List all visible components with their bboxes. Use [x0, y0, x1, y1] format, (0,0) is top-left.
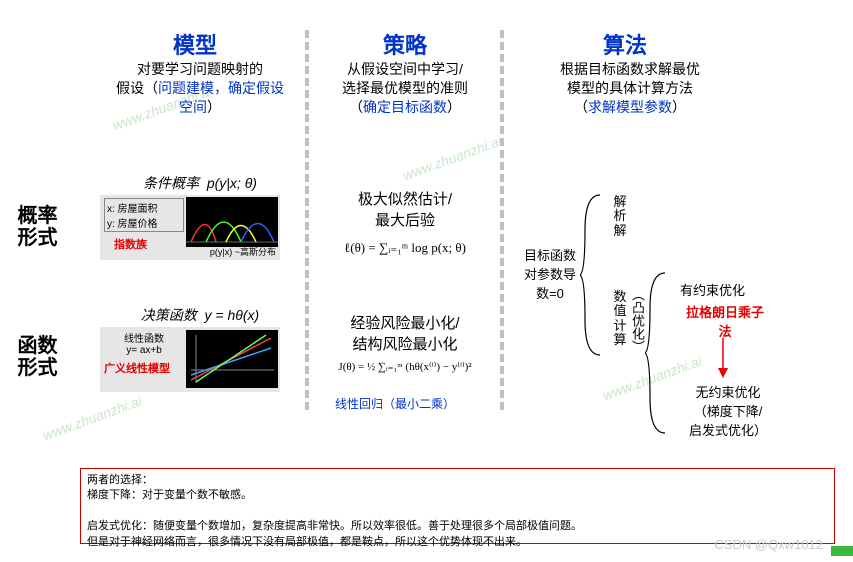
leaf-lagrange: 拉格朗日乘子法 — [680, 302, 770, 340]
green-bar — [831, 546, 853, 556]
desc-algo-l2: 模型的具体计算方法 — [567, 80, 693, 96]
desc-str-l3c: ） — [447, 99, 461, 115]
desc-strategy: 从假设空间中学习/ 选择最优模型的准则 （确定目标函数） — [320, 60, 490, 117]
watermark: www.zhuanzhi.ai — [400, 133, 503, 184]
prob-box: x: 房屋面积 y: 房屋价格 指数族 p(y|x) ~高斯分布 — [100, 195, 280, 260]
linear-plot-icon — [186, 330, 278, 388]
strat-func-note: 线性回归（最小二乘） — [335, 395, 455, 412]
desc-model-l1: 对要学习问题映射的 — [137, 61, 263, 77]
row-label-func: 函数形式 — [15, 335, 60, 379]
tree-root-l2: 对参数导 — [524, 267, 576, 282]
desc-model-l2a: 假设（ — [116, 80, 158, 96]
strat-prob-t1: 极大似然估计/ — [358, 191, 452, 208]
tree-root-l1: 目标函数 — [524, 248, 576, 263]
desc-str-l3a: （ — [349, 99, 363, 115]
brace2-icon — [645, 268, 670, 438]
header-model: 模型 — [155, 28, 235, 60]
desc-algo-l3c: ） — [672, 99, 686, 115]
tree-analytic: 解析解 — [612, 195, 628, 238]
desc-model-blue: 问题建模，确定假设空间 — [158, 80, 284, 115]
header-strategy: 策略 — [365, 28, 445, 60]
tree-numeric: 数值计算 — [612, 290, 628, 347]
strat-func-t2: 结构风险最小化 — [352, 336, 457, 353]
desc-algo-l3a: （ — [574, 99, 588, 115]
note-l2: 梯度下降：对于变量个数不敏感。 — [87, 489, 252, 501]
arrow-down-icon — [715, 338, 731, 378]
desc-algo-blue: 求解模型参数 — [588, 99, 672, 115]
func-box: 线性函数 y= ax+b 广义线性模型 — [100, 327, 280, 392]
note-l3: 启发式优化：随便变量个数增加，复杂度提高非常快。所以效率很低。善于处理很多个局部… — [87, 520, 582, 532]
note-l1: 两者的选择： — [87, 474, 153, 486]
func-title-math: y = hθ(x) — [205, 307, 260, 323]
leaf-un-l1: 无约束优化 — [695, 385, 760, 400]
prob-l1: x: 房屋面积 — [107, 204, 158, 215]
prob-title-text: 条件概率 — [143, 175, 199, 191]
strat-func-formula: J(θ) = ½ ∑ᵢ₌₁ᵐ (hθ(x⁽ⁱ⁾) − y⁽ⁱ⁾)² — [315, 360, 495, 373]
csdn-watermark: CSDN @Qxw1012 — [714, 537, 823, 552]
header-algorithm: 算法 — [585, 28, 665, 60]
func-title-text: 决策函数 — [141, 307, 197, 323]
note-box: 两者的选择： 梯度下降：对于变量个数不敏感。 启发式优化：随便变量个数增加，复杂… — [80, 468, 835, 544]
tree-root-l3: 数=0 — [536, 286, 564, 301]
func-l1: 线性函数 — [124, 334, 164, 345]
leaf-constrained: 有约束优化 — [680, 280, 745, 299]
prob-l2: y: 房屋价格 — [107, 219, 158, 230]
funcbox-title: 决策函数 y = hθ(x) — [110, 305, 290, 325]
gaussian-plot-icon — [186, 197, 278, 247]
prob-title-math: p(y|x; θ) — [207, 175, 257, 191]
desc-str-l2: 选择最优模型的准则 — [342, 80, 468, 96]
desc-model-l2c: ） — [207, 99, 221, 115]
note-l4: 但是对于神经网络而言，很多情况下没有局部极值，都是鞍点，所以这个优势体现不出来。 — [87, 536, 527, 548]
divider-2 — [500, 30, 504, 410]
strat-prob-t2: 最大后验 — [375, 212, 435, 229]
desc-str-blue: 确定目标函数 — [363, 99, 447, 115]
strat-prob-formula: ℓ(θ) = ∑ᵢ₌₁ᵐ log p(x; θ) — [320, 240, 490, 256]
strat-func-title: 经验风险最小化/ 结构风险最小化 — [325, 312, 485, 354]
tree-root: 目标函数 对参数导 数=0 — [520, 245, 580, 302]
leaf-un-l3: 启发式优化） — [689, 423, 767, 438]
strat-prob-title: 极大似然估计/ 最大后验 — [325, 188, 485, 230]
desc-str-l1: 从假设空间中学习/ — [347, 61, 463, 77]
row-label-prob: 概率形式 — [15, 205, 60, 249]
strat-func-t1: 经验风险最小化/ — [350, 315, 459, 332]
desc-algo-l1: 根据目标函数求解最优 — [560, 61, 700, 77]
watermark: www.zhuanzhi.ai — [40, 393, 143, 444]
leaf-unconstrained: 无约束优化 （梯度下降/ 启发式优化） — [678, 382, 778, 439]
leaf-un-l2: （梯度下降/ — [694, 404, 763, 419]
brace1-icon — [580, 190, 605, 360]
desc-algo: 根据目标函数求解最优 模型的具体计算方法 （求解模型参数） — [540, 60, 720, 117]
desc-model: 对要学习问题映射的 假设（问题建模，确定假设空间） — [110, 60, 290, 117]
divider-1 — [305, 30, 309, 410]
probbox-title: 条件概率 p(y|x; θ) — [110, 173, 290, 193]
func-l2: y= ax+b — [126, 345, 162, 356]
